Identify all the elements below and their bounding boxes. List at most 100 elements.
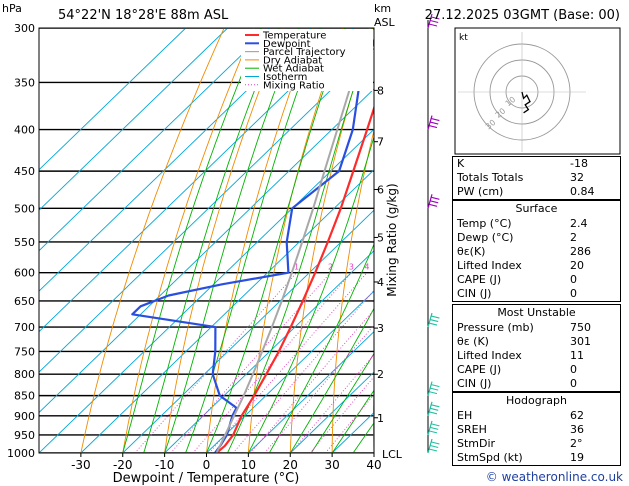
wind-barb-feather <box>430 444 439 449</box>
mu-row: Pressure (mb) 750 <box>453 321 620 335</box>
isotherm-line <box>164 250 374 453</box>
legend-label: Dewpoint <box>263 39 311 50</box>
surface-row: Lifted Index 20 <box>453 259 620 273</box>
km-tick-label: 1 <box>377 412 384 425</box>
dry-adiabat-line <box>164 28 284 453</box>
pressure-tick-label: 850 <box>14 390 35 403</box>
isotherm-line <box>122 209 374 453</box>
isotherm-line <box>39 47 374 373</box>
pressure-tick-label: 900 <box>14 410 35 423</box>
surface-value: 2.4 <box>570 217 588 230</box>
mixing-ratio-label: 10 <box>414 263 424 272</box>
hodo-row: SREH 36 <box>453 423 620 437</box>
legend-label: Parcel Trajectory <box>263 47 346 58</box>
hodo-row: StmSpd (kt) 19 <box>453 451 620 465</box>
mu-label: Pressure (mb) <box>457 321 534 334</box>
temp-tick-label: 20 <box>283 458 298 472</box>
dry-adiabat-line <box>206 28 314 453</box>
mu-row: θε (K) 301 <box>453 335 620 349</box>
wind-barb-feather <box>431 196 440 200</box>
wind-barb-shaft <box>427 115 433 130</box>
hodo-value: 36 <box>570 423 584 436</box>
wet-adiabat-line <box>289 307 374 453</box>
lcl-label: LCL <box>382 448 403 461</box>
wet-adiabat-line <box>310 352 374 453</box>
index-label: PW (cm) <box>457 185 504 198</box>
wind-barb-shaft <box>427 13 433 29</box>
km-tick-label: 7 <box>377 136 384 149</box>
mu-value: 0 <box>570 363 577 376</box>
wind-barb-feather <box>430 319 439 323</box>
isotherm-line <box>39 28 354 333</box>
wet-adiabat-line <box>122 28 262 453</box>
mu-row: Lifted Index 11 <box>453 349 620 363</box>
mu-label: θε (K) <box>457 335 489 348</box>
temp-tick-label: 0 <box>203 458 211 472</box>
surface-table: Surface Temp (°C) 2.4 Dewp (°C) 2 θε(K) 286… <box>452 200 621 302</box>
most-unstable-table: Most Unstable Pressure (mb) 750 θε (K) 301… <box>452 304 621 392</box>
index-value: 32 <box>570 171 584 184</box>
pressure-tick-label: 350 <box>14 76 35 89</box>
km-tick-label: 8 <box>377 84 384 97</box>
dry-adiabat-line <box>80 28 225 453</box>
sounding-series <box>131 28 374 453</box>
hodo-value: 19 <box>570 451 584 464</box>
wind-barb-shaft <box>427 438 433 454</box>
pressure-tick-label: 500 <box>14 202 35 215</box>
isotherm-line <box>39 128 374 453</box>
temperature-series-line <box>215 104 374 453</box>
parcel-series-line <box>215 28 371 453</box>
mixing-ratio-label: 1 <box>294 263 299 272</box>
mixing-ratio-label: 15 <box>439 263 449 272</box>
pressure-tick-label: 550 <box>14 236 35 249</box>
dry-adiabat-line <box>247 28 344 453</box>
wind-barb <box>427 312 440 328</box>
mu-label: CAPE (J) <box>457 363 502 376</box>
hpa-unit-label: hPa <box>2 2 22 15</box>
hodo-value: 2° <box>570 437 583 450</box>
surface-row: CIN (J) 0 <box>453 287 620 301</box>
wind-barb <box>427 381 440 396</box>
temp-tick-label: 30 <box>324 458 339 472</box>
km-tick-label: 6 <box>377 183 384 196</box>
wind-barb <box>427 194 440 209</box>
wet-adiabat-line <box>143 28 280 453</box>
index-value: -18 <box>570 157 588 170</box>
indices-top-table: K -18 Totals Totals 32 PW (cm) 0.84 <box>452 156 621 200</box>
wind-barb-feather <box>428 411 438 415</box>
pressure-tick-label: 800 <box>14 368 35 381</box>
wind-barb-shaft <box>427 420 433 436</box>
dewpoint-series-line <box>131 37 374 453</box>
hodo-label: StmSpd (kt) <box>457 451 523 464</box>
isotherm-line <box>39 28 187 171</box>
wind-barb <box>427 115 440 130</box>
wind-barb-feather <box>431 315 440 319</box>
mixing-ratio-label: 8 <box>403 263 408 272</box>
wind-barb-feather <box>430 121 439 125</box>
wind-barb <box>427 13 440 29</box>
hodo-label: SREH <box>457 423 487 436</box>
isotherm-line <box>248 330 374 453</box>
datetime-title: 27.12.2025 03GMT (Base: 00) <box>425 8 620 23</box>
surface-row: Dewp (°C) 2 <box>453 231 620 245</box>
wind-barb-feather <box>431 404 440 408</box>
hodo-row: EH 62 <box>453 409 620 423</box>
background-lines: 1 2 3 4 6 8 10 15 20 25 <box>39 28 449 453</box>
dry-adiabat-line <box>331 128 374 453</box>
mixing-ratio-label: 3 <box>349 263 354 272</box>
wind-barb-feather <box>428 430 438 434</box>
surface-label: Dewp (°C) <box>457 231 514 244</box>
surface-value: 2 <box>570 231 577 244</box>
wind-barb-feather <box>431 423 440 427</box>
isotherm-line <box>289 371 374 453</box>
mu-value: 301 <box>570 335 591 348</box>
wind-barb-feather <box>431 441 440 445</box>
mixing-ratio-label: 4 <box>364 263 369 272</box>
wind-barb-feather <box>430 426 439 430</box>
index-value: 0.84 <box>570 185 595 198</box>
wind-barb-feather <box>428 448 438 452</box>
temp-tick-label: -10 <box>155 458 175 472</box>
mixing-ratio-line <box>170 272 331 453</box>
temp-tick-label: -20 <box>113 458 133 472</box>
wind-barb-feather <box>428 203 438 207</box>
